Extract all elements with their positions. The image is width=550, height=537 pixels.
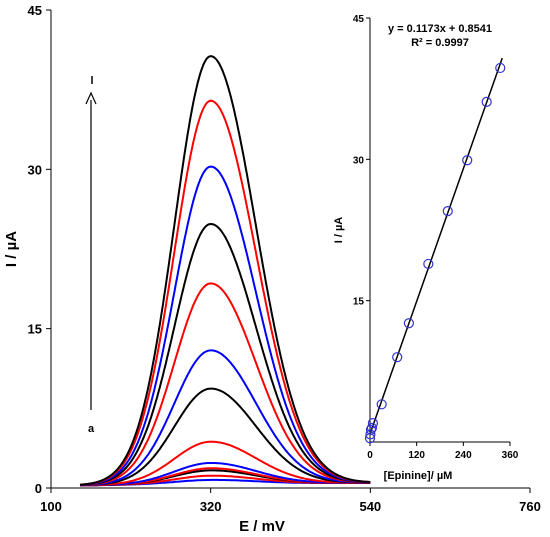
inset-plot-area — [370, 18, 510, 442]
dpv-curve-8 — [80, 349, 371, 487]
inset-x-tick-label: 360 — [502, 450, 519, 461]
inset-data-point — [392, 352, 403, 363]
inset-r2: R² = 0.9997 — [411, 37, 469, 49]
dpv-curve-12 — [79, 99, 371, 486]
inset-y-axis-title: I / µA — [333, 217, 345, 244]
inset-equation: y = 0.1173x + 0.8541 — [388, 23, 492, 35]
main-y-axis-title: I / µA — [3, 231, 20, 267]
inset-data-point — [481, 96, 492, 107]
inset-x-tick-label: 240 — [455, 450, 472, 461]
main-x-tick-label: 320 — [200, 499, 222, 514]
inset-data-point — [367, 418, 379, 429]
inset-data-point — [376, 399, 387, 410]
dpv-curve-13 — [79, 55, 371, 486]
inset-y-tick-label: 45 — [353, 14, 365, 25]
inset-data-point — [462, 155, 473, 166]
inset-x-tick-label: 120 — [408, 450, 425, 461]
arrow-end-label: l — [90, 75, 93, 87]
inset-x-axis-title: [Epinine]/ µM — [384, 470, 453, 482]
dpv-curve-7 — [80, 387, 371, 487]
series-order-arrow-head — [85, 91, 97, 105]
dpv-curve-9 — [80, 282, 371, 486]
inset-data-point — [365, 429, 376, 440]
inset-data-point — [495, 62, 506, 74]
inset-data-point — [423, 258, 434, 270]
main-x-axis-title: E / mV — [239, 518, 285, 535]
inset-data-point — [365, 424, 377, 435]
dpv-curve-6 — [80, 440, 371, 487]
dpv-curve-11 — [79, 165, 371, 486]
main-y-tick-label: 0 — [35, 481, 42, 496]
main-x-tick-label: 540 — [359, 499, 381, 514]
inset-data-point — [442, 206, 453, 217]
arrow-start-label: a — [88, 423, 95, 435]
inset-x-tick-label: 0 — [367, 450, 373, 461]
dpv-curve-10 — [80, 222, 371, 486]
inset-y-tick-label: 15 — [353, 297, 365, 308]
inset-data-point — [366, 422, 378, 433]
main-x-tick-label: 100 — [40, 499, 62, 514]
main-y-tick-label: 45 — [28, 3, 42, 18]
main-x-tick-label: 760 — [519, 499, 541, 514]
inset-y-tick-label: 30 — [353, 155, 365, 166]
main-y-tick-label: 15 — [28, 322, 42, 337]
main-y-tick-label: 30 — [28, 162, 42, 177]
inset-fit-line — [369, 57, 503, 435]
inset-data-point — [403, 318, 414, 329]
